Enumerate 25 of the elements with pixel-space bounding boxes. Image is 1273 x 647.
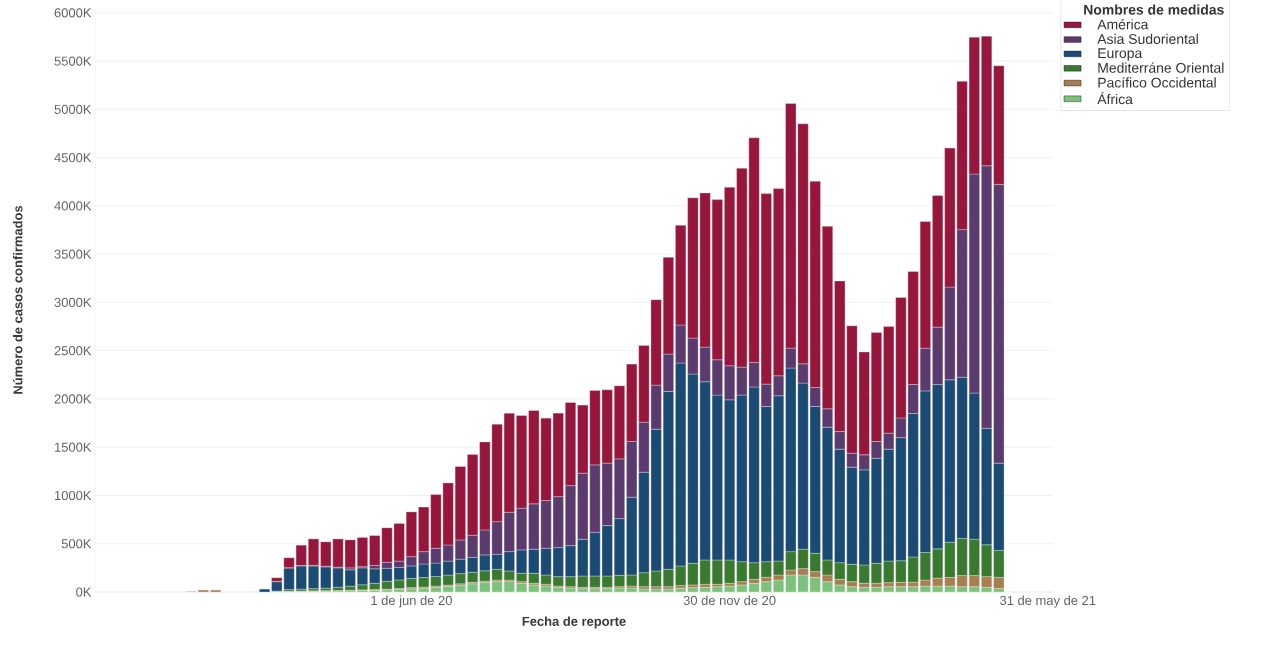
x-tick-label: 30 de nov de 20	[683, 595, 776, 606]
y-tick-label: 2000K	[54, 394, 92, 404]
y-tick-label: 1500K	[55, 442, 92, 452]
legend-label: África	[1097, 91, 1133, 105]
y-axis-title: Número de casos confirmados	[12, 205, 23, 394]
y-tick-label: 5000K	[54, 104, 92, 114]
legend-label: América	[1097, 19, 1149, 30]
y-tick-label: 1000K	[55, 490, 92, 501]
x-tick-label: 1 de jun de 20	[371, 595, 452, 608]
y-tick-label: 500K	[61, 539, 92, 549]
legend-label: Asia Sudoriental	[1097, 33, 1198, 45]
x-tick-label: 31 de may de 21	[1000, 595, 1096, 608]
y-tick-label: 4500K	[54, 153, 92, 163]
y-tick-label: 3000K	[54, 297, 92, 307]
legend-label: Mediterráne Oriental	[1098, 62, 1224, 73]
y-tick-label: 2500K	[54, 346, 92, 356]
y-tick-label: 4000K	[54, 201, 92, 211]
legend-label: Pacífico Occidental	[1098, 77, 1216, 88]
legend-title: Nombres de medidas	[1084, 4, 1224, 15]
legend-label: Europa	[1098, 48, 1143, 61]
y-tick-label: 6000K	[54, 8, 92, 18]
y-tick-label: 0K	[76, 587, 92, 597]
y-tick-label: 3500K	[54, 249, 92, 259]
y-tick-label: 5500K	[54, 56, 92, 66]
x-axis-title: Fecha de reporte	[522, 616, 626, 629]
